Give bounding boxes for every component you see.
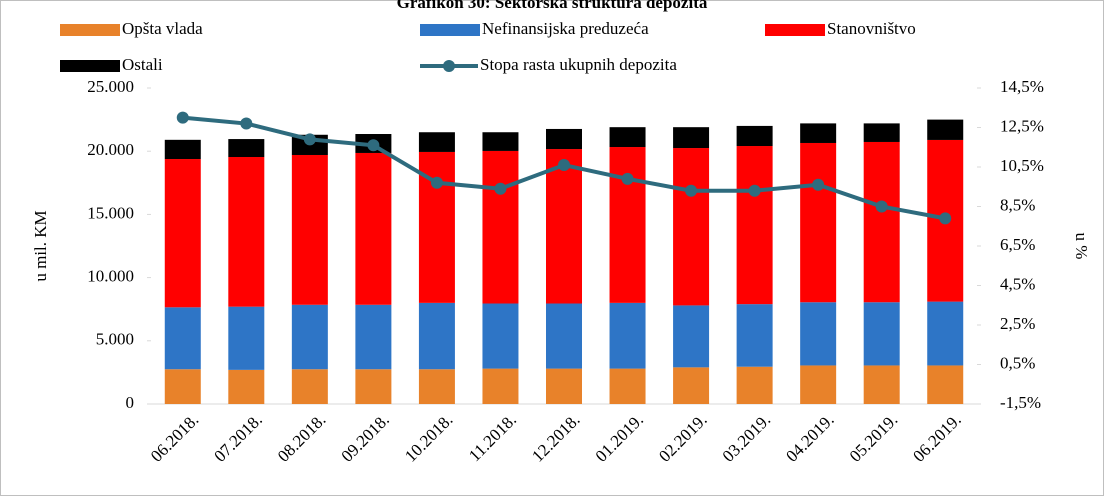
y2-tick-label: 10,5%: [1000, 156, 1044, 175]
y-tick-label: 10.000: [87, 267, 134, 286]
legend-label: Nefinansijska preduzeća: [482, 19, 649, 38]
line-marker: [939, 212, 952, 225]
y-tick-label: 15.000: [87, 203, 134, 222]
bar-segment: [863, 141, 900, 303]
bar-segment: [355, 304, 392, 370]
bar-segment: [228, 369, 265, 404]
y2-tick-label: 6,5%: [1000, 235, 1035, 254]
bar-segment: [291, 369, 328, 404]
legend-swatch: [765, 24, 825, 36]
y2-tick-label: -1,5%: [1000, 393, 1041, 412]
line-marker: [558, 159, 570, 172]
bar-segment: [800, 123, 837, 143]
bar-segment: [164, 139, 201, 160]
y-axis-label: u mil. KM: [31, 210, 50, 281]
bar-segment: [482, 303, 519, 369]
bar-segment: [546, 149, 582, 304]
bar-segment: [291, 304, 328, 370]
bar-segment: [546, 303, 582, 369]
bar-segment: [736, 304, 773, 367]
bar-segment: [927, 365, 964, 404]
bar-segment: [863, 123, 900, 142]
bar-segment: [863, 365, 900, 404]
bar-segment: [863, 302, 900, 366]
bar-segment: [673, 305, 710, 368]
bar-segment: [609, 302, 646, 369]
legend-label: Stopa rasta ukupnih depozita: [480, 55, 677, 74]
line-marker: [303, 133, 316, 146]
y-tick-label: 0: [126, 393, 135, 412]
bar-segment: [546, 128, 582, 150]
y2-tick-label: 2,5%: [1000, 314, 1035, 333]
bar-segment: [228, 306, 265, 370]
bar-segment: [673, 127, 710, 149]
y2-tick-label: 12,5%: [1000, 116, 1044, 135]
y2-tick-label: 14,5%: [1000, 77, 1044, 96]
bar-segment: [482, 368, 519, 404]
legend-swatch: [60, 60, 120, 72]
bar-segment: [164, 307, 201, 370]
line-marker: [240, 117, 253, 130]
bar-segment: [609, 127, 646, 148]
legend-swatch: [60, 24, 120, 36]
bar-segment: [418, 132, 455, 152]
bar-segment: [673, 148, 710, 306]
bar-segment: [418, 369, 455, 404]
bar-segment: [546, 368, 582, 404]
line-marker: [685, 184, 698, 197]
y-tick-label: 20.000: [87, 140, 134, 159]
line-marker: [367, 139, 380, 152]
bar-segment: [228, 139, 265, 158]
y-tick-label: 25.000: [87, 77, 134, 96]
line-marker: [430, 176, 443, 189]
line-marker: [812, 178, 825, 191]
chart-title: Grafikon 30: Sektorska struktura depozit…: [397, 0, 708, 12]
bar-segment: [609, 147, 646, 303]
bar-segment: [927, 301, 964, 366]
bar-segment: [355, 369, 392, 404]
line-marker: [494, 182, 507, 195]
bar-segment: [609, 368, 646, 404]
line-marker: [621, 172, 634, 185]
y2-axis-label: u %: [1072, 233, 1091, 260]
legend-label: Opšta vlada: [122, 19, 203, 38]
bar-segment: [291, 154, 328, 305]
bar-segment: [736, 366, 773, 404]
bar-segment: [800, 365, 837, 404]
line-marker: [875, 200, 888, 213]
legend-label: Ostali: [122, 55, 163, 74]
y2-tick-label: 8,5%: [1000, 195, 1035, 214]
bar-segment: [736, 125, 773, 147]
legend-swatch: [420, 24, 480, 36]
bar-segment: [736, 146, 773, 305]
legend-swatch-marker: [443, 60, 455, 72]
bar-segment: [482, 150, 519, 304]
line-marker: [176, 111, 189, 124]
bar-segment: [355, 152, 392, 305]
bar-segment: [927, 119, 964, 140]
bar-segment: [418, 302, 455, 370]
bar-segment: [800, 142, 837, 303]
legend-label: Stanovništvo: [827, 19, 916, 38]
bar-segment: [482, 132, 519, 151]
bar-segment: [164, 369, 201, 404]
line-marker: [748, 184, 761, 197]
y-tick-label: 5.000: [96, 330, 134, 349]
y2-tick-label: 4,5%: [1000, 274, 1035, 293]
bar-segment: [673, 367, 710, 404]
bar-segment: [800, 302, 837, 366]
bar-segment: [164, 159, 201, 308]
bar-segment: [228, 157, 265, 307]
y2-tick-label: 0,5%: [1000, 353, 1035, 372]
